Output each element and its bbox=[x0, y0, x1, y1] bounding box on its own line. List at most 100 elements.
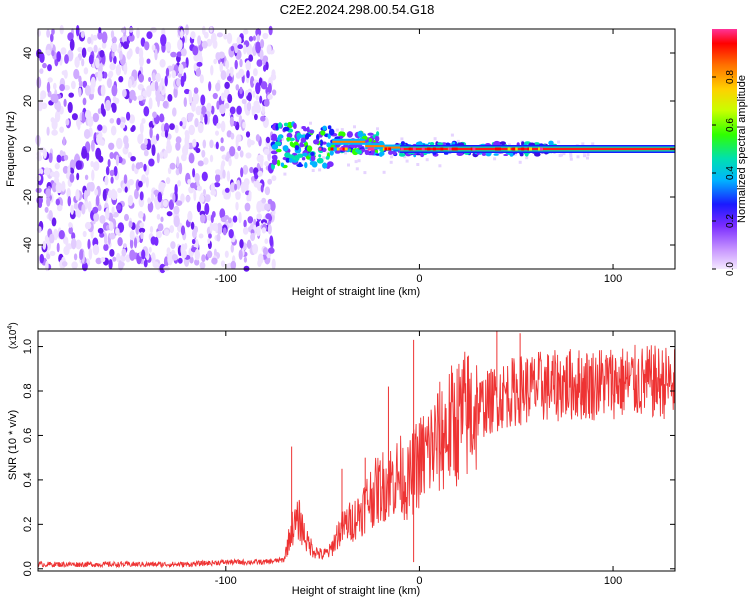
heatmap-cell bbox=[235, 201, 239, 211]
heatmap-cell bbox=[139, 122, 144, 134]
heatmap-cell bbox=[46, 126, 50, 136]
spectrogram-y-tick-label: 40 bbox=[22, 47, 34, 59]
heatmap-cell bbox=[177, 39, 183, 51]
heatmap-cell bbox=[71, 232, 76, 240]
heatmap-cell bbox=[319, 139, 324, 147]
heatmap-cell bbox=[42, 62, 47, 69]
heatmap-cell bbox=[210, 32, 217, 44]
heatmap-cell bbox=[98, 155, 104, 163]
heatmap-cell bbox=[215, 173, 221, 183]
heatmap-cell bbox=[76, 172, 80, 181]
heatmap-cell bbox=[196, 61, 203, 67]
heatmap-cell bbox=[262, 32, 269, 40]
heatmap-cell bbox=[234, 151, 239, 160]
heatmap-cell bbox=[73, 253, 78, 261]
heatmap-cell bbox=[159, 263, 166, 274]
heatmap-cell bbox=[499, 141, 506, 146]
heatmap-cell bbox=[299, 142, 304, 148]
heatmap-cell bbox=[243, 256, 247, 263]
heatmap-cell bbox=[143, 163, 147, 172]
heatmap-cell bbox=[310, 154, 316, 162]
heatmap-cell bbox=[83, 129, 91, 139]
heatmap-cell bbox=[187, 112, 194, 119]
heatmap-cell bbox=[208, 233, 212, 239]
heatmap-cell bbox=[261, 104, 265, 114]
heatmap-cell bbox=[318, 168, 322, 172]
heatmap-cell bbox=[257, 154, 264, 160]
heatmap-cell bbox=[109, 152, 114, 159]
heatmap-cell bbox=[107, 159, 111, 168]
heatmap-cell bbox=[123, 62, 128, 75]
heatmap-cell bbox=[169, 162, 176, 170]
heatmap-cell bbox=[268, 25, 273, 36]
heatmap-cell bbox=[229, 146, 236, 157]
heatmap-cell bbox=[223, 33, 228, 40]
heatmap-cell bbox=[63, 84, 70, 91]
heatmap-cell bbox=[170, 241, 176, 250]
heatmap-cell bbox=[128, 179, 135, 186]
heatmap-cell bbox=[148, 97, 153, 110]
heatmap-cell bbox=[92, 244, 100, 256]
heatmap-cell bbox=[234, 43, 239, 54]
heatmap-cell bbox=[183, 72, 187, 82]
heatmap-cell bbox=[71, 80, 76, 90]
heatmap-cell bbox=[99, 215, 106, 224]
heatmap-cell bbox=[320, 130, 326, 136]
heatmap-cell bbox=[197, 122, 204, 134]
heatmap-cell bbox=[252, 35, 256, 41]
heatmap-cell bbox=[509, 152, 514, 157]
heatmap-cell bbox=[254, 113, 258, 121]
heatmap-cell bbox=[194, 259, 200, 266]
heatmap-cell bbox=[154, 48, 158, 61]
heatmap-cell bbox=[185, 195, 191, 203]
heatmap-cell bbox=[204, 113, 208, 125]
heatmap-cell bbox=[60, 47, 67, 55]
heatmap-cell bbox=[267, 178, 273, 185]
snr-y-tick-label: 0.6 bbox=[22, 428, 34, 443]
heatmap-cell bbox=[45, 188, 51, 198]
heatmap-cell bbox=[107, 77, 112, 89]
heatmap-cell bbox=[48, 210, 53, 222]
heatmap-cell bbox=[93, 161, 100, 172]
heatmap-cell bbox=[330, 147, 334, 151]
heatmap-cell bbox=[229, 106, 236, 115]
heatmap-cell bbox=[215, 82, 221, 92]
heatmap-cell bbox=[286, 137, 291, 141]
heatmap-cell bbox=[190, 31, 196, 40]
heatmap-cell bbox=[111, 206, 115, 215]
heatmap-cell bbox=[215, 141, 219, 150]
heatmap-cell bbox=[367, 152, 375, 156]
heatmap-cell bbox=[216, 100, 220, 110]
heatmap-cell bbox=[47, 64, 52, 72]
heatmap-cell bbox=[306, 145, 313, 152]
heatmap-cell bbox=[224, 187, 230, 193]
heatmap-cell bbox=[173, 215, 180, 228]
heatmap-cell bbox=[347, 163, 350, 167]
heatmap-cell bbox=[164, 229, 170, 237]
heatmap-cell bbox=[268, 247, 275, 254]
heatmap-cell bbox=[242, 164, 249, 175]
heatmap-cell bbox=[49, 250, 56, 256]
heatmap-cell bbox=[234, 59, 238, 70]
heatmap-cell bbox=[540, 147, 543, 151]
heatmap-cell bbox=[115, 227, 120, 236]
heatmap-cell bbox=[68, 222, 73, 228]
heatmap-cell bbox=[59, 126, 64, 133]
heatmap-cell bbox=[339, 147, 343, 151]
snr-x-axis-label: Height of straight line (km) bbox=[292, 585, 420, 597]
heatmap-cell bbox=[416, 163, 420, 166]
heatmap-cell bbox=[211, 257, 218, 265]
heatmap-cell bbox=[128, 48, 133, 58]
heatmap-cell bbox=[438, 164, 442, 168]
heatmap-cell bbox=[277, 136, 281, 142]
heatmap-cell bbox=[216, 222, 223, 235]
heatmap-cell bbox=[55, 182, 63, 194]
heatmap-cell bbox=[340, 128, 344, 132]
heatmap-cell bbox=[55, 198, 60, 206]
heatmap-cell bbox=[109, 169, 115, 177]
heatmap-cell bbox=[180, 193, 185, 204]
heatmap-cell bbox=[67, 165, 71, 176]
heatmap-cell bbox=[140, 143, 147, 151]
heatmap-cell bbox=[83, 67, 89, 75]
heatmap-cell bbox=[230, 244, 234, 253]
